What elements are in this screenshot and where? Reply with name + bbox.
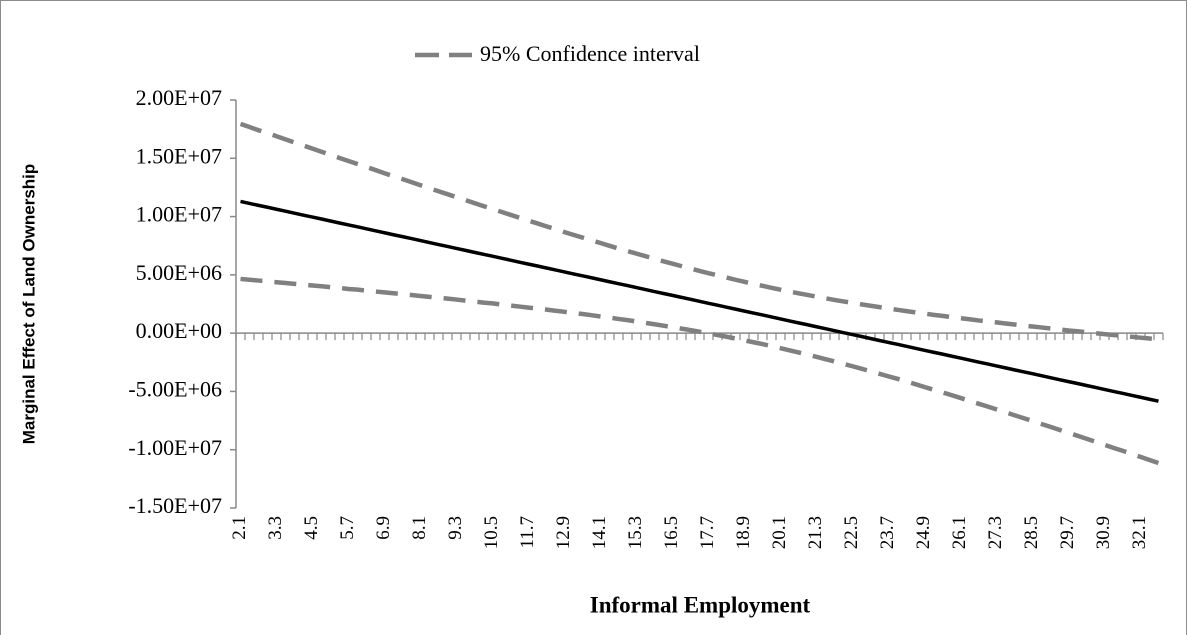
y-tick-label: 2.00E+07 [136,85,222,110]
x-tick-label: 18.9 [733,516,754,549]
x-tick-label: 16.5 [661,516,682,549]
x-tick-label: 14.1 [589,516,610,549]
x-tick-label: 6.9 [373,516,394,540]
legend-label: 95% Confidence interval [480,41,700,66]
x-tick-label: 12.9 [553,516,574,549]
x-tick-label: 10.5 [481,516,502,549]
x-tick-label: 4.5 [301,516,322,540]
y-tick-label: -1.00E+07 [128,435,222,460]
x-tick-label: 11.7 [517,516,538,549]
x-tick-label: 29.7 [1057,516,1078,549]
x-tick-label: 17.7 [697,516,718,549]
x-tick-label: 3.3 [265,516,286,540]
line-series [239,121,1159,342]
x-tick-label: 22.5 [841,516,862,549]
y-tick-label: 1.50E+07 [136,143,222,168]
x-tick-label: 28.5 [1021,516,1042,549]
x-tick-label: 24.9 [913,516,934,549]
x-tick-label: 26.1 [949,516,970,549]
x-tick-label: 21.3 [805,516,826,549]
y-tick-label: 5.00E+06 [136,260,222,285]
y-tick-label: -1.50E+07 [128,493,222,518]
x-tick-label: 5.7 [337,516,358,540]
y-tick-label: 0.00E+00 [136,318,222,343]
x-tick-label: 32.1 [1129,516,1150,549]
x-tick-label: 23.7 [877,516,898,549]
line-series [240,199,1159,403]
x-tick-label: 8.1 [409,516,430,540]
x-tick-label: 27.3 [985,516,1006,549]
x-tick-label: 2.1 [229,516,250,540]
x-tick-label: 20.1 [769,516,790,549]
y-axis-title: Marginal Effect of Land Ownership [19,164,38,445]
x-tick-label: 15.3 [625,516,646,549]
x-tick-label: 30.9 [1093,516,1114,549]
y-tick-label: 1.00E+07 [136,202,222,227]
x-axis-title: Informal Employment [590,592,811,617]
line-series [240,276,1160,466]
y-tick-label: -5.00E+06 [128,376,222,401]
x-tick-label: 9.3 [445,516,466,540]
